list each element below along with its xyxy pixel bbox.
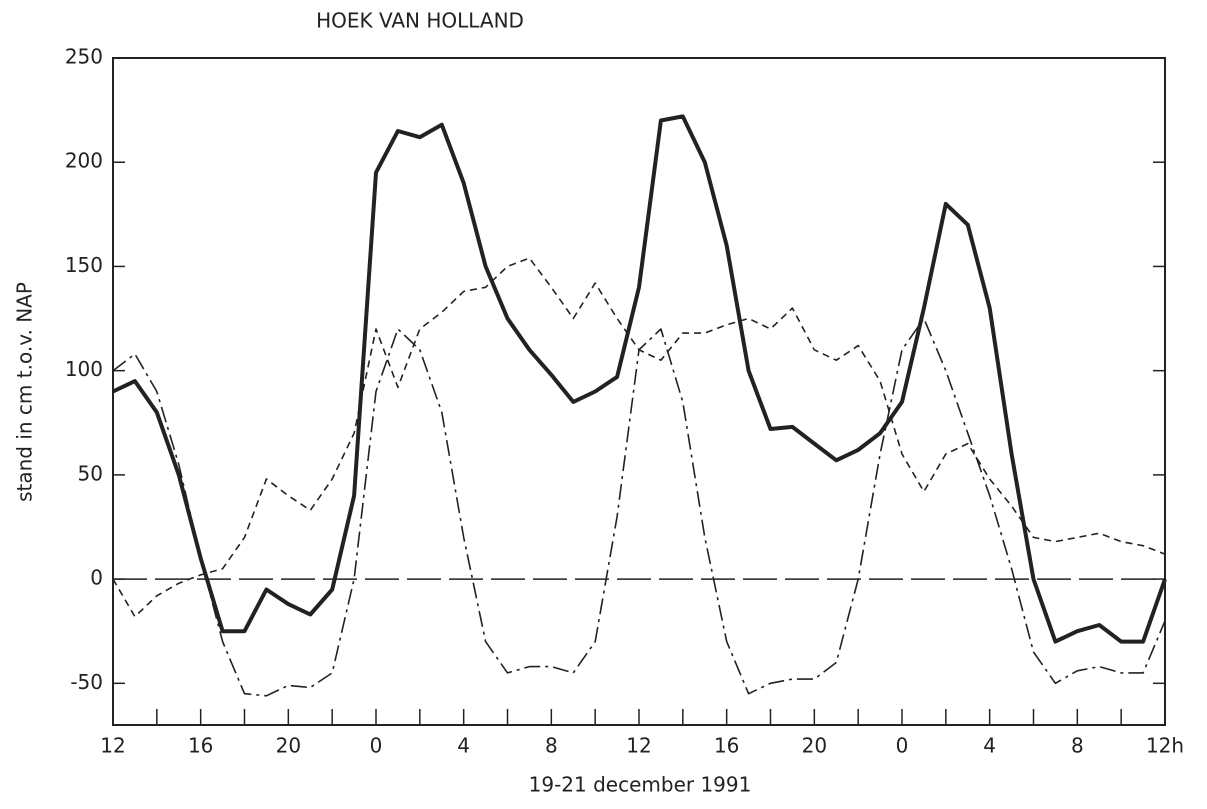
series-line — [112, 257, 1166, 618]
x-tick-label: 8 — [545, 734, 558, 758]
plot-frame — [112, 57, 1166, 726]
x-tick-label: 8 — [1071, 734, 1084, 758]
y-tick-label: 250 — [65, 45, 103, 69]
chart-title: HOEK VAN HOLLAND — [316, 9, 524, 33]
x-tick-label: 12 — [100, 734, 125, 758]
x-axis-label: 19-21 december 1991 — [529, 773, 752, 797]
x-tick-label: 12 — [626, 734, 651, 758]
x-tick-label: 0 — [370, 734, 383, 758]
series-line — [112, 317, 1166, 697]
y-tick-label: 100 — [65, 357, 103, 381]
x-tick-label: 20 — [802, 734, 827, 758]
x-tick-label: 20 — [276, 734, 301, 758]
x-tick-label: 16 — [714, 734, 739, 758]
x-tick-label: 16 — [188, 734, 213, 758]
y-tick-label: -50 — [70, 670, 103, 694]
x-tick-label: 4 — [457, 734, 470, 758]
series-line — [112, 114, 1167, 644]
y-tick-label: 200 — [65, 149, 103, 173]
y-tick-label: 0 — [90, 566, 103, 590]
y-axis-label: stand in cm t.o.v. NAP — [13, 282, 37, 502]
y-tick-label: 50 — [78, 461, 103, 485]
y-tick-label: 150 — [65, 253, 103, 277]
x-tick-label: 0 — [896, 734, 909, 758]
x-tick-label: 12h — [1146, 734, 1184, 758]
x-tick-label: 4 — [983, 734, 996, 758]
